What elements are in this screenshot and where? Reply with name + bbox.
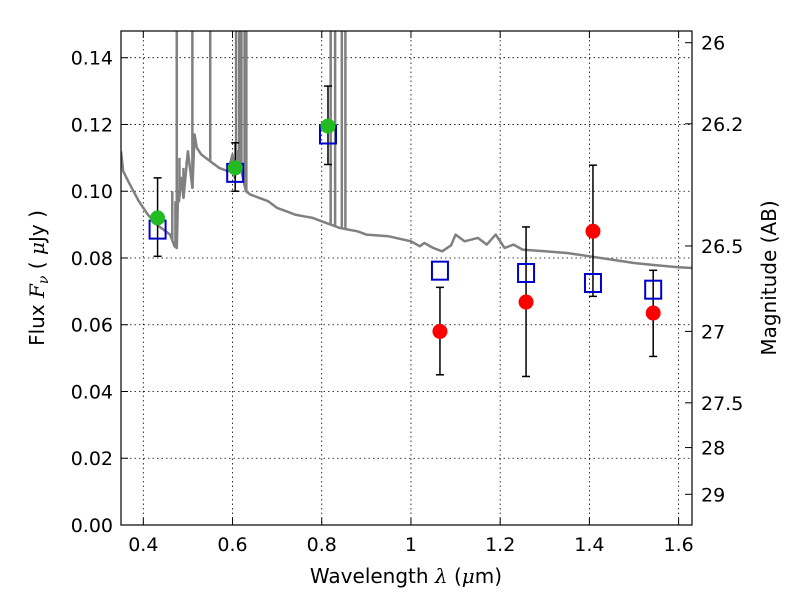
x-tick-label: 1.2 [485,534,515,556]
observed-flux-point [320,118,336,134]
y2-tick-label: 26 [701,33,725,55]
x-tick-label: 0.6 [217,534,247,556]
model-photometry-marker [644,279,663,300]
observed-flux-point [227,160,243,176]
y-axis-label: Flux Fν ( μJy ) [25,210,52,346]
y2-tick-label: 26.2 [701,114,743,136]
y-tick-label: 0.10 [71,181,113,203]
y2-tick-label: 28 [701,438,725,460]
y-tick-label: 0.08 [71,248,113,270]
x-axis-label: Wavelength λ (μm) [310,564,502,588]
y-tick-label: 0.02 [71,448,113,470]
sed-model-line [121,133,692,270]
grid-lines [121,31,692,525]
observed-flux-point [150,210,166,226]
y-tick-label: 0.04 [71,381,113,403]
x-tick-label: 1.4 [574,534,604,556]
model-photometry-marker [517,262,536,283]
model-photometry-marker [583,273,602,294]
y2-tick-label: 27 [701,321,725,343]
observed-flux-point [432,323,448,339]
y-tick-label: 0.00 [71,515,113,537]
y-tick-label: 0.06 [71,315,113,337]
y-tick-label: 0.12 [71,114,113,136]
y2-tick-label: 29 [701,484,725,506]
x-tick-label: 1 [405,534,417,556]
model-photometry-marker [430,260,449,281]
plot-series [121,31,692,378]
y-tick-label: 0.14 [71,48,113,70]
x-tick-label: 0.4 [128,534,158,556]
x-tick-label: 1.6 [664,534,694,556]
y2-tick-label: 27.5 [701,393,743,415]
observed-flux-point [645,305,661,321]
plot-frame [120,30,693,526]
x-tick-label: 0.8 [307,534,337,556]
y2-tick-label: 26.5 [701,236,743,258]
observed-flux-point [585,223,601,239]
secondary-y-axis-label: Magnitude (AB) [757,200,781,355]
axes: 0.4 0.6 0.8 1 1.2 1.4 1.6 0.00 0.02 0.04 0.06 0.08 0… [71,31,743,556]
observed-flux-point [518,294,534,310]
